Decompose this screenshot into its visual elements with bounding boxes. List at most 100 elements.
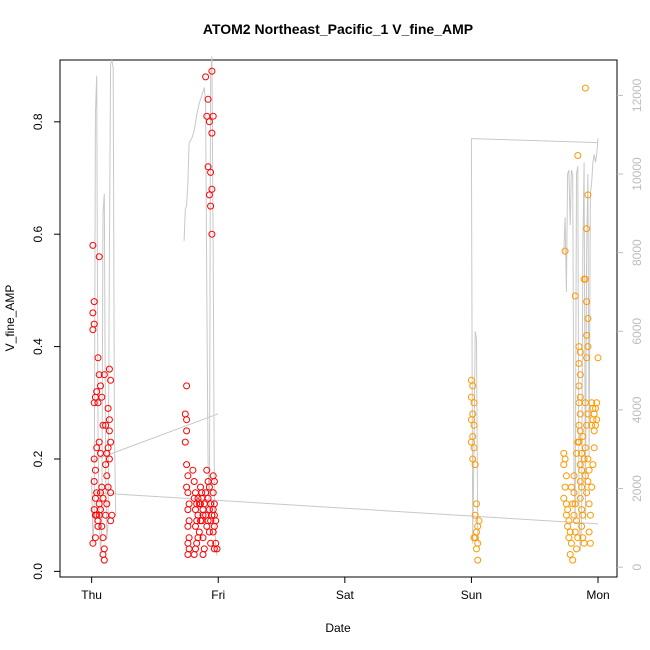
point-s1-6: [470, 421, 478, 429]
point-s0-142: [194, 494, 202, 502]
point-s0-105: [208, 67, 216, 75]
point-s1-31: [562, 511, 570, 519]
point-s1-87: [583, 489, 591, 497]
point-s0-33: [100, 556, 108, 564]
y2-tick-label-8000: 8000: [630, 239, 644, 266]
point-s1-106: [579, 433, 587, 440]
point-s1-66: [579, 511, 587, 519]
point-s1-29: [562, 500, 570, 508]
y2-tick-label-2000: 2000: [630, 475, 644, 502]
point-s1-35: [565, 534, 573, 542]
point-s0-60: [183, 382, 191, 390]
point-s1-25: [560, 461, 568, 469]
point-s1-91: [586, 539, 594, 547]
point-s0-124: [209, 506, 217, 514]
point-s0-130: [210, 545, 218, 553]
point-s0-7: [93, 388, 101, 396]
point-s1-72: [583, 225, 591, 233]
y2-tick-label-0: 0: [630, 564, 644, 571]
point-s0-39: [104, 483, 112, 491]
point-s0-51: [108, 511, 116, 519]
point-s1-102: [592, 421, 599, 429]
point-s0-63: [183, 427, 191, 435]
point-s1-5: [467, 416, 475, 424]
point-s0-101: [203, 112, 211, 120]
point-s0-85: [192, 522, 199, 530]
point-s1-43: [571, 528, 579, 536]
point-s0-59: [99, 494, 107, 502]
point-s0-58: [95, 511, 103, 519]
point-s0-91: [197, 483, 204, 491]
point-s0-102: [205, 118, 213, 126]
point-s0-47: [107, 489, 115, 497]
point-s0-79: [192, 489, 199, 497]
point-s1-86: [584, 478, 592, 485]
y-tick-label-0.4: 0.4: [31, 338, 45, 355]
point-s0-68: [184, 489, 192, 497]
point-s0-46: [105, 455, 113, 463]
point-s0-62: [183, 416, 191, 424]
y2-tick-label-6000: 6000: [630, 318, 644, 345]
point-s0-64: [181, 438, 189, 446]
point-s0-89: [192, 545, 199, 553]
point-s0-16: [93, 511, 101, 519]
point-s1-51: [576, 371, 584, 379]
point-s0-97: [200, 545, 208, 553]
point-s0-131: [213, 545, 221, 553]
point-s1-11: [471, 461, 479, 469]
point-s0-31: [100, 545, 108, 553]
point-s1-39: [570, 489, 578, 497]
point-s1-63: [578, 483, 586, 491]
point-s1-40: [571, 500, 579, 508]
point-s1-10: [469, 455, 477, 463]
point-s0-48: [105, 365, 113, 373]
point-s0-34: [100, 371, 108, 379]
point-s1-26: [562, 472, 570, 480]
point-s0-22: [94, 354, 102, 362]
point-s1-32: [565, 517, 573, 525]
point-s0-137: [205, 528, 213, 536]
point-s0-52: [107, 517, 115, 525]
point-s0-53: [98, 393, 106, 401]
point-s1-84: [584, 455, 592, 463]
point-s0-45: [107, 438, 115, 446]
trend-line-top: [471, 138, 599, 144]
point-s0-122: [209, 489, 217, 497]
point-s0-70: [184, 506, 192, 514]
point-s0-55: [94, 399, 102, 407]
point-s0-114: [205, 483, 213, 491]
point-s0-135: [202, 489, 210, 497]
point-s1-64: [576, 494, 584, 502]
point-s1-57: [576, 427, 584, 435]
point-s1-89: [586, 511, 594, 519]
point-s1-103: [590, 444, 598, 452]
point-s1-94: [590, 410, 598, 418]
point-s0-143: [197, 517, 204, 525]
point-s0-6: [90, 399, 98, 407]
point-s0-115: [204, 494, 212, 502]
point-s1-42: [573, 517, 580, 525]
point-s0-42: [104, 404, 112, 412]
point-s1-96: [588, 421, 596, 429]
point-s1-45: [573, 545, 580, 553]
point-s1-18: [473, 545, 480, 553]
point-s0-108: [207, 168, 215, 176]
x-axis-label: Date: [325, 621, 351, 635]
point-s1-13: [471, 511, 479, 519]
point-s1-82: [583, 421, 591, 429]
point-s1-48: [575, 343, 583, 351]
point-s1-99: [593, 416, 601, 424]
point-s1-24: [561, 455, 569, 463]
point-s1-61: [578, 466, 586, 474]
point-s0-66: [184, 472, 192, 480]
y-tick-label-0: 0.0: [31, 563, 45, 580]
point-s0-25: [95, 438, 103, 446]
point-s0-65: [183, 461, 191, 469]
point-s0-57: [97, 489, 104, 497]
point-s1-62: [576, 478, 584, 485]
point-s1-74: [581, 275, 589, 283]
point-s1-75: [583, 298, 591, 306]
point-s0-127: [210, 522, 218, 530]
point-s1-2: [467, 393, 475, 401]
